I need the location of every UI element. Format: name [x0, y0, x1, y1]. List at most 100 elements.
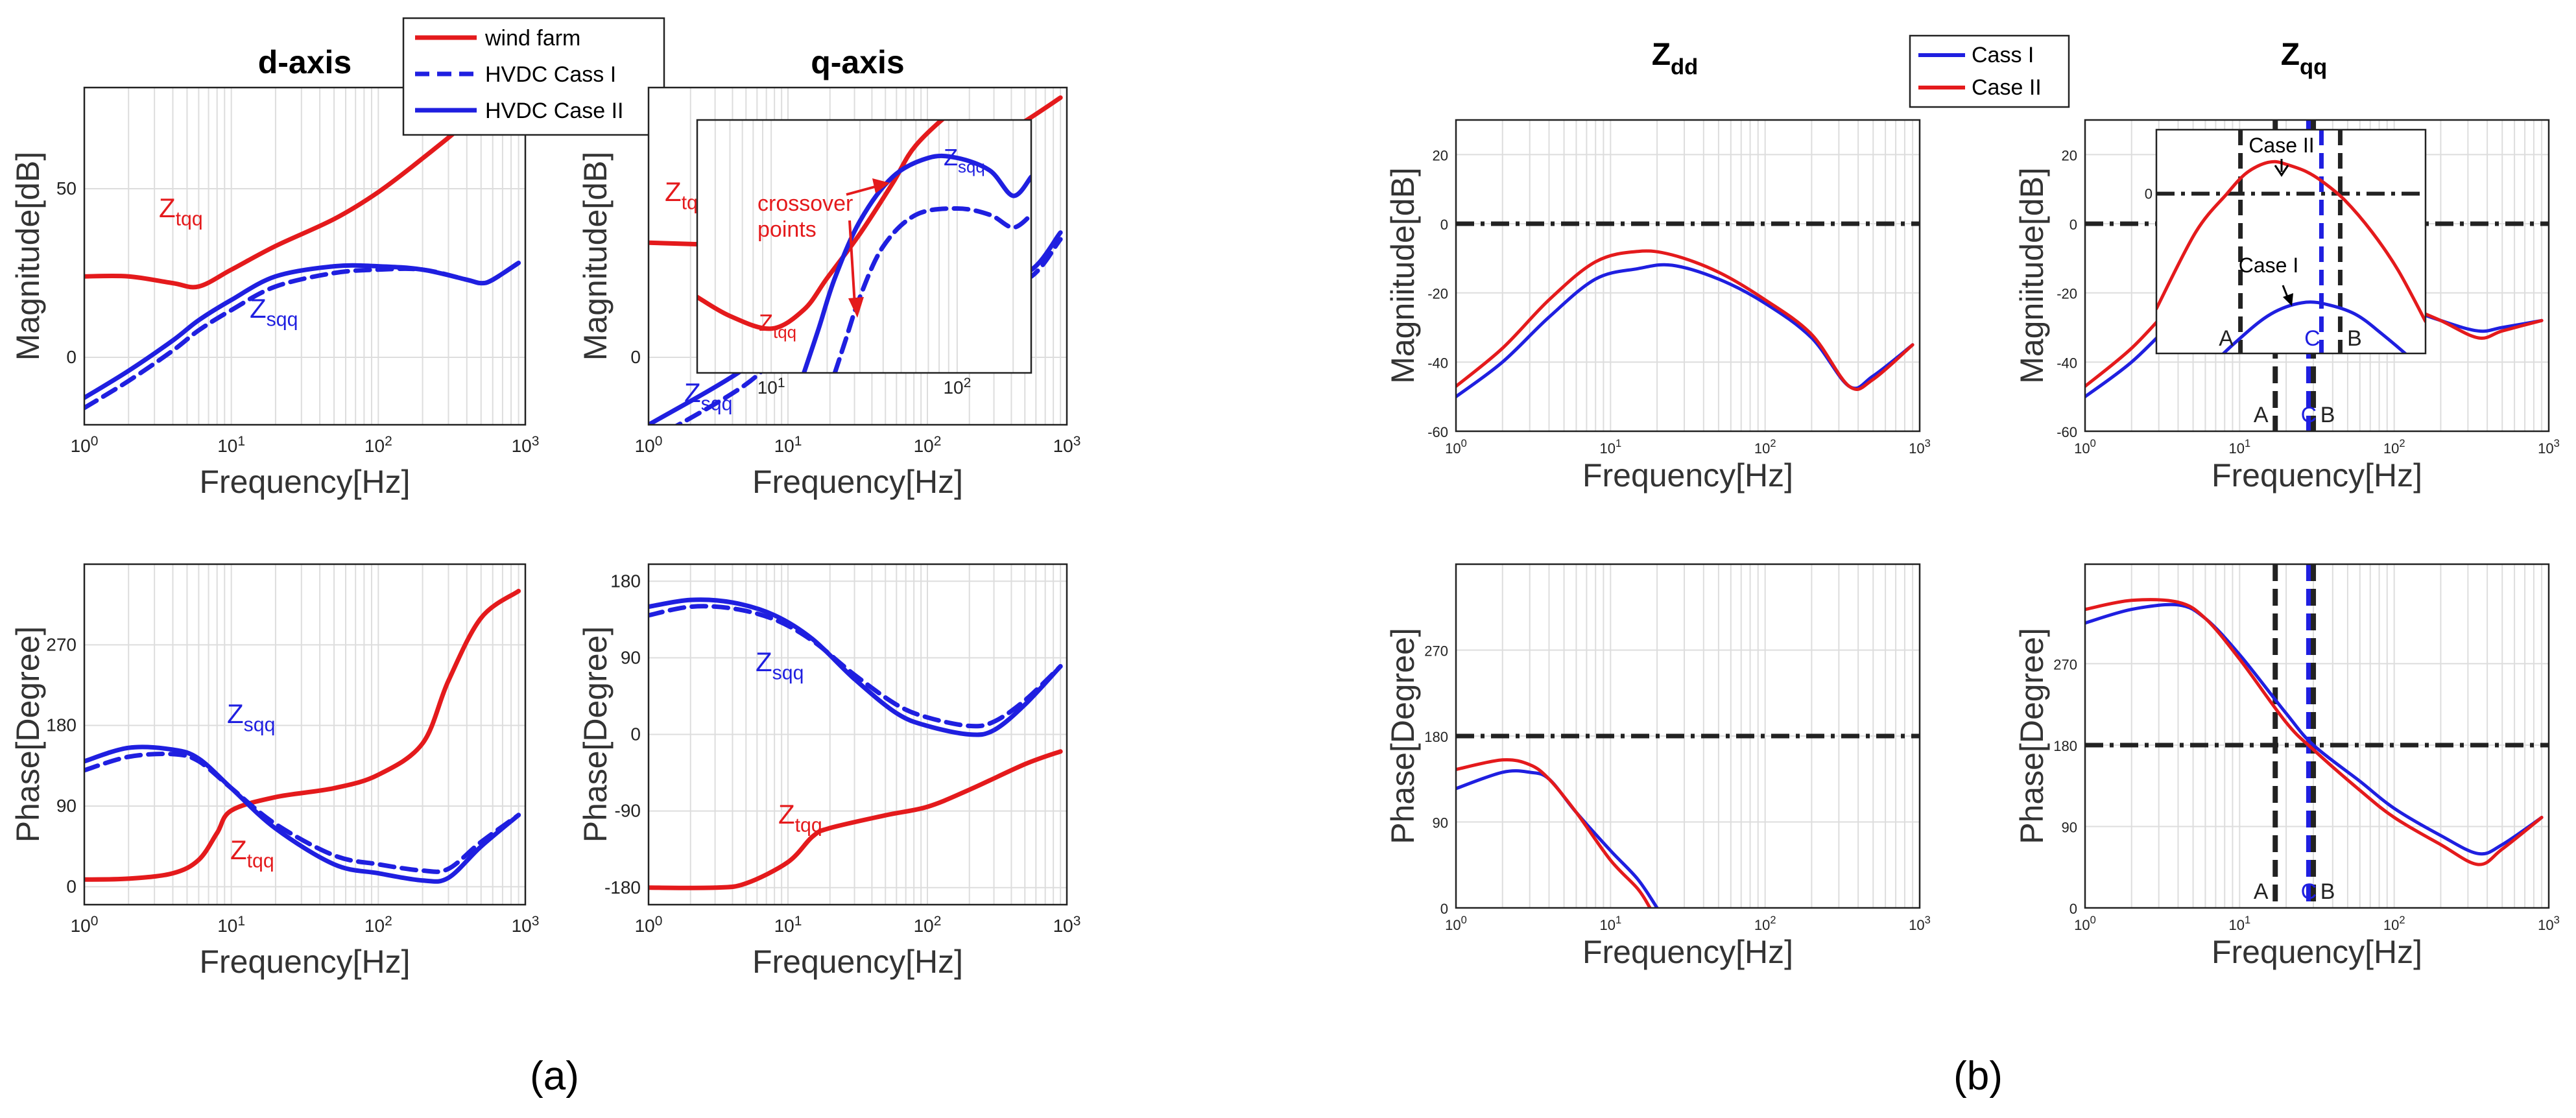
- plot-frame: [1455, 119, 1921, 433]
- y-tick-label: 0: [2069, 217, 2077, 233]
- inset-arrowhead-case1: [2283, 293, 2293, 306]
- x-axis-label: Frequency[Hz]: [2212, 934, 2422, 970]
- chart-a-q-phase: 100 101 102 103 -180 -90 0 90 180 Frequency[Hz] Ph…: [577, 563, 1081, 980]
- y-tick-label: -60: [1427, 424, 1448, 440]
- y-tick-label: 0: [2069, 901, 2077, 917]
- series-group: [2156, 160, 2426, 353]
- x-tick-label: 102: [364, 434, 392, 456]
- x-axis-label: Frequency[Hz]: [2212, 457, 2422, 494]
- series-line-1: [1456, 249, 1914, 391]
- vline-label-C: C: [2301, 879, 2317, 904]
- plot-frame: [1455, 563, 1921, 909]
- y-tick-label: 270: [46, 634, 77, 654]
- inset-x-tick: 102: [943, 375, 971, 398]
- y-tick-label: 180: [610, 571, 641, 591]
- chart-a-d-mag: 100 101 102 103 0 50 Frequency[Hz] Magnitude[dB…: [10, 17, 665, 500]
- legend-label-0: Cass I: [1972, 43, 2034, 67]
- y-axis-label: Magniitude[dB]: [2014, 167, 2050, 384]
- x-tick-label: 101: [1599, 438, 1621, 457]
- vline-label-B: B: [2320, 879, 2335, 904]
- y-tick-label: 270: [2053, 656, 2077, 672]
- x-tick-label: 100: [71, 914, 99, 936]
- annotation-ztqq: Ztqq: [230, 835, 274, 872]
- series-group: [84, 88, 521, 410]
- x-tick-label: 100: [71, 434, 99, 456]
- x-tick-label: 100: [1445, 438, 1467, 457]
- inset-vline-label-B: B: [2347, 326, 2362, 351]
- chart-b-dd-phase: 100 101 102 103 0 90 180 270 Frequency[Hz] Phase[…: [1385, 563, 1931, 970]
- y-tick-label: -180: [604, 877, 641, 898]
- annotation-zsqq: Zsqq: [756, 647, 804, 684]
- plot-bg: [84, 564, 525, 905]
- annotation-zsqq: Zsqq: [227, 698, 275, 736]
- crossover-arrowhead-1: [872, 178, 890, 193]
- y-axis-label: Magnitude[dB]: [577, 152, 614, 361]
- legend-label-1: HVDC Cass I: [485, 62, 616, 87]
- series-group: [1456, 249, 1914, 399]
- x-tick-label: 103: [1909, 438, 1931, 457]
- plot-bg: [84, 88, 525, 425]
- series-line-1: [649, 604, 1063, 729]
- legend-label-0: wind farm: [484, 26, 580, 51]
- series-line-0: [84, 588, 521, 882]
- crossover-arrow-2: [848, 220, 856, 305]
- x-tick-label: 102: [1754, 914, 1776, 933]
- x-tick-label: 102: [2383, 914, 2405, 933]
- chart-title: d-axis: [258, 44, 352, 80]
- series-group: [1456, 758, 1659, 908]
- annotation-ztqq: Ztqq: [159, 193, 203, 230]
- inset-arrow-case2: [2274, 159, 2289, 177]
- vline-label-A: A: [2254, 879, 2269, 904]
- series-line-0: [84, 88, 495, 290]
- y-tick-label: -40: [2057, 355, 2077, 371]
- chart-b-dd-mag: 100 101 102 103 -60 -40 -20 0 20 Frequency[Hz] Mag…: [1385, 34, 2070, 494]
- x-tick-label: 101: [217, 434, 245, 456]
- y-axis-label: Phase[Degree]: [10, 626, 46, 843]
- y-tick-label: -20: [2057, 286, 2077, 302]
- inset-y-tick: 0: [2145, 186, 2153, 202]
- y-axis-label: Phase[Degree]: [2014, 628, 2050, 844]
- chart-a-q-mag: 100 101 102 103 0 Frequency[Hz] Magnitude[dB] q…: [577, 44, 1080, 500]
- x-tick-label: 100: [2074, 914, 2096, 933]
- legend: Cass I Case II: [1909, 34, 2070, 108]
- x-tick-label: 102: [914, 914, 942, 936]
- x-tick-label: 103: [2538, 914, 2560, 933]
- series-group: [649, 597, 1063, 890]
- x-tick-label: 103: [512, 434, 540, 456]
- series-line-0: [2221, 300, 2408, 353]
- series-group: [697, 120, 1031, 373]
- x-tick-label: 100: [635, 434, 663, 456]
- x-tick-label: 103: [2538, 438, 2560, 457]
- series-line-1: [84, 751, 521, 874]
- series-line-2: [84, 260, 521, 400]
- vline-label-A: A: [2254, 403, 2269, 427]
- x-tick-label: 101: [1599, 914, 1621, 933]
- x-tick-label: 103: [512, 914, 540, 936]
- annotation-zsqq: Zsqq: [250, 293, 298, 331]
- plot-frame: [2084, 563, 2550, 909]
- x-tick-label: 103: [1053, 434, 1081, 456]
- legend-box: [1909, 34, 2070, 108]
- x-tick-label: 103: [1909, 914, 1931, 933]
- series-line-0: [649, 749, 1063, 890]
- series-line-1: [1456, 758, 1652, 908]
- inset-frame: [2155, 128, 2427, 355]
- x-tick-label: 101: [2228, 438, 2250, 457]
- series-group: [2085, 598, 2544, 866]
- x-axis-label: Frequency[Hz]: [1582, 457, 1793, 494]
- y-axis-label: Phase[Degree]: [1385, 628, 1421, 844]
- inset-frame: [696, 119, 1032, 374]
- x-tick-label: 102: [364, 914, 392, 936]
- inset-label-case2: Case II: [2248, 134, 2314, 157]
- y-tick-label: 180: [2053, 738, 2077, 754]
- plot-frame: [83, 86, 527, 426]
- chart-title: Zdd: [1652, 38, 1699, 79]
- chart-b-qq-mag: 100 101 102 103 -60 -40 -20 0 20 Frequency[Hz] Mag…: [2014, 38, 2560, 494]
- x-tick-label: 102: [1754, 438, 1776, 457]
- series-line-0: [697, 120, 946, 331]
- y-tick-label: -40: [1427, 355, 1448, 371]
- y-tick-label: 90: [2062, 819, 2077, 835]
- x-tick-label: 103: [1053, 914, 1081, 936]
- x-tick-label: 101: [774, 914, 802, 936]
